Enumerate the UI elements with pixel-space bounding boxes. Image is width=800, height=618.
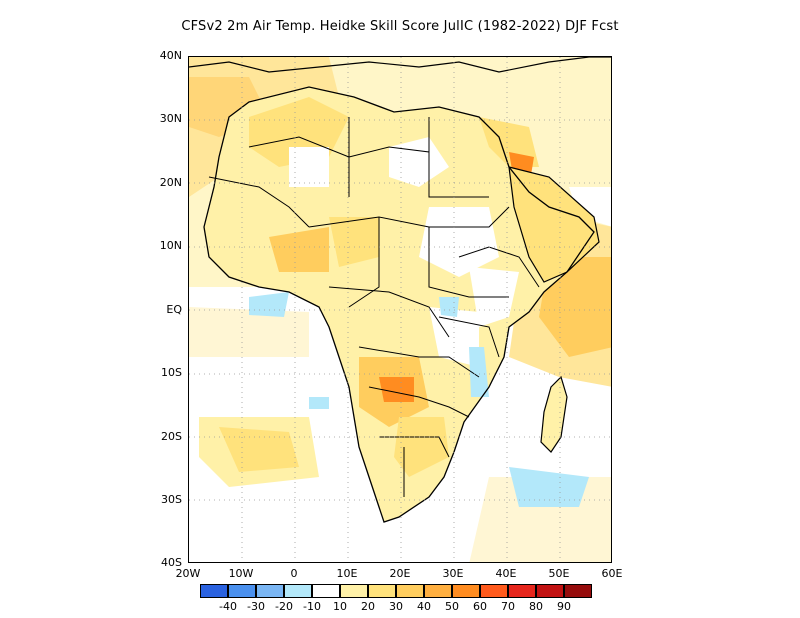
skill-score-map (189, 57, 611, 562)
colorbar-label: -10 (303, 600, 321, 613)
colorbar-label: 60 (473, 600, 487, 613)
lat-label-20s: 20S (161, 430, 182, 443)
lon-label-0: 0 (290, 567, 298, 580)
madagascar-outline (540, 375, 568, 453)
lon-label-30e: 30E (442, 567, 464, 580)
colorbar-swatch (452, 584, 480, 598)
colorbar-label: 80 (529, 600, 543, 613)
lat-label-30n: 30N (159, 112, 182, 125)
colorbar-swatch (200, 584, 228, 598)
lon-label-10e: 10E (336, 567, 358, 580)
europe-coastline (189, 57, 611, 73)
lat-label-40n: 40N (159, 49, 182, 62)
colorbar-swatch (564, 584, 592, 598)
colorbar-swatch (424, 584, 452, 598)
colorbar-label: 90 (557, 600, 571, 613)
lon-label-10w: 10W (228, 567, 254, 580)
colorbar-swatch (536, 584, 564, 598)
graticule (189, 57, 611, 562)
colorbar-swatch (256, 584, 284, 598)
colorbar-label: 30 (389, 600, 403, 613)
colorbar-label: 70 (501, 600, 515, 613)
lat-label-eq: EQ (166, 303, 182, 316)
colorbar-swatch (396, 584, 424, 598)
colorbar-label: 10 (333, 600, 347, 613)
lat-label-30s: 30S (161, 493, 182, 506)
lon-label-20w: 20W (175, 567, 201, 580)
lon-label-40e: 40E (495, 567, 517, 580)
map-panel (188, 56, 612, 563)
country-borders (208, 117, 540, 497)
colorbar-swatch (284, 584, 312, 598)
colorbar-swatch (228, 584, 256, 598)
map-title: CFSv2 2m Air Temp. Heidke Skill Score Ju… (181, 19, 619, 34)
colorbar-label: 20 (361, 600, 375, 613)
colorbar-swatch (368, 584, 396, 598)
colorbar-label: -20 (275, 600, 293, 613)
colorbar-swatch (340, 584, 368, 598)
lat-label-10n: 10N (159, 239, 182, 252)
lat-label-20n: 20N (159, 176, 182, 189)
africa-land-field (204, 87, 594, 522)
colorbar-label: 40 (417, 600, 431, 613)
colorbar-swatch (480, 584, 508, 598)
colorbar-label: -30 (247, 600, 265, 613)
lat-label-40s: 40S (161, 556, 182, 569)
lon-label-20e: 20E (389, 567, 411, 580)
colorbar-label: -40 (219, 600, 237, 613)
colorbar-swatch (508, 584, 536, 598)
lat-label-10s: 10S (161, 366, 182, 379)
lon-label-50e: 50E (548, 567, 570, 580)
colorbar-swatch (312, 584, 340, 598)
lon-label-60e: 60E (601, 567, 623, 580)
colorbar-label: 50 (445, 600, 459, 613)
